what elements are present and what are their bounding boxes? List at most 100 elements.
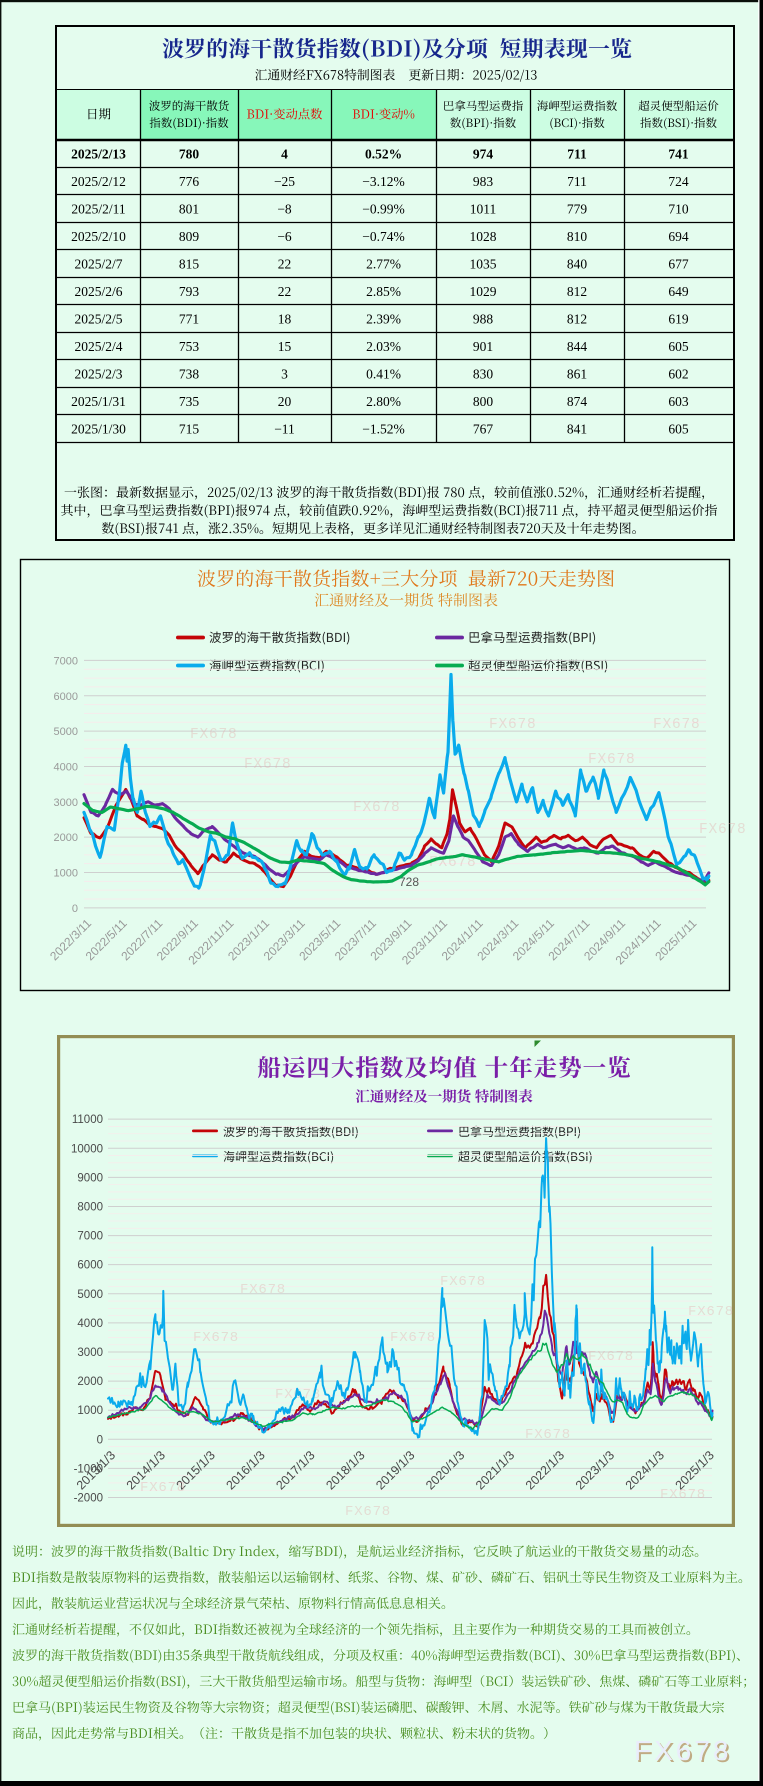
svg-text:FX678: FX678 bbox=[190, 727, 238, 743]
svg-text:710: 710 bbox=[668, 201, 689, 216]
svg-text:2.80%: 2.80% bbox=[366, 394, 401, 409]
svg-text:FX678: FX678 bbox=[634, 1735, 732, 1766]
svg-text:3000: 3000 bbox=[77, 1347, 103, 1359]
svg-text:5000: 5000 bbox=[54, 726, 78, 738]
svg-text:840: 840 bbox=[567, 256, 588, 271]
svg-text:20: 20 bbox=[278, 394, 292, 409]
svg-text:711: 711 bbox=[567, 174, 587, 189]
svg-text:741: 741 bbox=[668, 147, 689, 162]
svg-text:22: 22 bbox=[278, 256, 292, 271]
svg-text:810: 810 bbox=[567, 229, 588, 244]
svg-text:619: 619 bbox=[668, 311, 689, 326]
svg-text:1035: 1035 bbox=[470, 256, 497, 271]
svg-text:1000: 1000 bbox=[54, 868, 78, 880]
svg-text:7000: 7000 bbox=[54, 655, 78, 667]
svg-text:2.39%: 2.39% bbox=[366, 311, 401, 326]
svg-text:10000: 10000 bbox=[71, 1143, 103, 1155]
svg-text:FX678: FX678 bbox=[699, 822, 747, 838]
svg-text:874: 874 bbox=[567, 394, 588, 409]
svg-text:841: 841 bbox=[567, 421, 587, 436]
svg-text:649: 649 bbox=[668, 284, 689, 299]
svg-text:844: 844 bbox=[567, 339, 588, 354]
svg-text:2025/1/31: 2025/1/31 bbox=[71, 394, 126, 409]
svg-text:974: 974 bbox=[473, 147, 494, 162]
svg-text:728: 728 bbox=[399, 875, 419, 889]
svg-text:0: 0 bbox=[97, 1434, 103, 1446]
svg-text:−8: −8 bbox=[277, 201, 292, 216]
svg-text:−0.74%: −0.74% bbox=[362, 229, 404, 244]
svg-text:15: 15 bbox=[278, 339, 292, 354]
svg-text:FX678: FX678 bbox=[390, 1330, 436, 1346]
svg-text:FX678: FX678 bbox=[660, 1487, 706, 1503]
svg-text:830: 830 bbox=[473, 366, 494, 381]
svg-text:809: 809 bbox=[179, 229, 200, 244]
svg-text:7000: 7000 bbox=[77, 1231, 103, 1243]
svg-text:FX678: FX678 bbox=[588, 1349, 634, 1365]
svg-text:−0.99%: −0.99% bbox=[362, 201, 404, 216]
svg-text:1029: 1029 bbox=[470, 284, 497, 299]
svg-text:FX678: FX678 bbox=[489, 717, 537, 733]
svg-text:FX678: FX678 bbox=[636, 1737, 734, 1768]
svg-text:603: 603 bbox=[668, 394, 689, 409]
svg-text:735: 735 bbox=[179, 394, 200, 409]
svg-text:FX678: FX678 bbox=[688, 1304, 734, 1320]
svg-text:FX678: FX678 bbox=[140, 1480, 186, 1496]
svg-text:0: 0 bbox=[72, 903, 78, 915]
svg-text:FX678: FX678 bbox=[193, 1330, 239, 1346]
svg-text:602: 602 bbox=[668, 366, 688, 381]
svg-text:767: 767 bbox=[473, 421, 494, 436]
svg-text:FX678: FX678 bbox=[588, 752, 636, 768]
svg-text:3000: 3000 bbox=[54, 797, 78, 809]
svg-text:2025/2/4: 2025/2/4 bbox=[74, 339, 122, 354]
svg-text:FX678: FX678 bbox=[440, 1274, 486, 1290]
svg-text:6000: 6000 bbox=[77, 1260, 103, 1272]
svg-text:776: 776 bbox=[179, 174, 200, 189]
svg-text:−1.52%: −1.52% bbox=[362, 421, 404, 436]
svg-text:771: 771 bbox=[179, 311, 199, 326]
svg-text:11000: 11000 bbox=[72, 1114, 103, 1126]
svg-text:0.52%: 0.52% bbox=[365, 147, 402, 162]
svg-text:−3.12%: −3.12% bbox=[362, 174, 404, 189]
svg-text:677: 677 bbox=[668, 256, 689, 271]
svg-text:753: 753 bbox=[179, 339, 200, 354]
svg-text:2025/2/12: 2025/2/12 bbox=[71, 174, 126, 189]
svg-text:901: 901 bbox=[473, 339, 493, 354]
svg-text:2025/2/3: 2025/2/3 bbox=[74, 366, 122, 381]
svg-text:2025/2/7: 2025/2/7 bbox=[74, 256, 122, 271]
svg-text:0.41%: 0.41% bbox=[366, 366, 401, 381]
svg-text:−6: −6 bbox=[277, 229, 292, 244]
svg-text:2025/1/30: 2025/1/30 bbox=[71, 421, 126, 436]
svg-text:4000: 4000 bbox=[77, 1318, 103, 1330]
svg-text:793: 793 bbox=[179, 284, 200, 299]
svg-text:738: 738 bbox=[179, 366, 200, 381]
svg-text:711: 711 bbox=[567, 147, 587, 162]
svg-text:FX678: FX678 bbox=[244, 757, 292, 773]
svg-text:5000: 5000 bbox=[77, 1289, 103, 1301]
svg-text:2000: 2000 bbox=[54, 832, 78, 844]
svg-text:3: 3 bbox=[281, 366, 288, 381]
svg-text:−25: −25 bbox=[274, 174, 295, 189]
svg-text:2025/2/6: 2025/2/6 bbox=[74, 284, 122, 299]
svg-text:FX678: FX678 bbox=[525, 1427, 571, 1443]
svg-text:988: 988 bbox=[473, 311, 494, 326]
svg-text:−11: −11 bbox=[274, 421, 295, 436]
svg-text:800: 800 bbox=[473, 394, 494, 409]
svg-text:715: 715 bbox=[179, 421, 200, 436]
svg-text:1000: 1000 bbox=[77, 1405, 103, 1417]
svg-text:22: 22 bbox=[278, 284, 292, 299]
svg-text:1011: 1011 bbox=[470, 201, 497, 216]
svg-text:2025/2/10: 2025/2/10 bbox=[71, 229, 126, 244]
svg-text:2025/2/5: 2025/2/5 bbox=[74, 311, 122, 326]
svg-text:779: 779 bbox=[567, 201, 588, 216]
svg-text:2.85%: 2.85% bbox=[366, 284, 401, 299]
svg-text:FX678: FX678 bbox=[353, 800, 401, 816]
svg-text:801: 801 bbox=[179, 201, 199, 216]
svg-text:1028: 1028 bbox=[470, 229, 497, 244]
svg-text:724: 724 bbox=[668, 174, 689, 189]
svg-text:605: 605 bbox=[668, 339, 689, 354]
svg-text:983: 983 bbox=[473, 174, 494, 189]
svg-text:FX678: FX678 bbox=[653, 717, 701, 733]
svg-text:8000: 8000 bbox=[77, 1201, 103, 1213]
svg-text:605: 605 bbox=[668, 421, 689, 436]
svg-text:812: 812 bbox=[567, 284, 587, 299]
